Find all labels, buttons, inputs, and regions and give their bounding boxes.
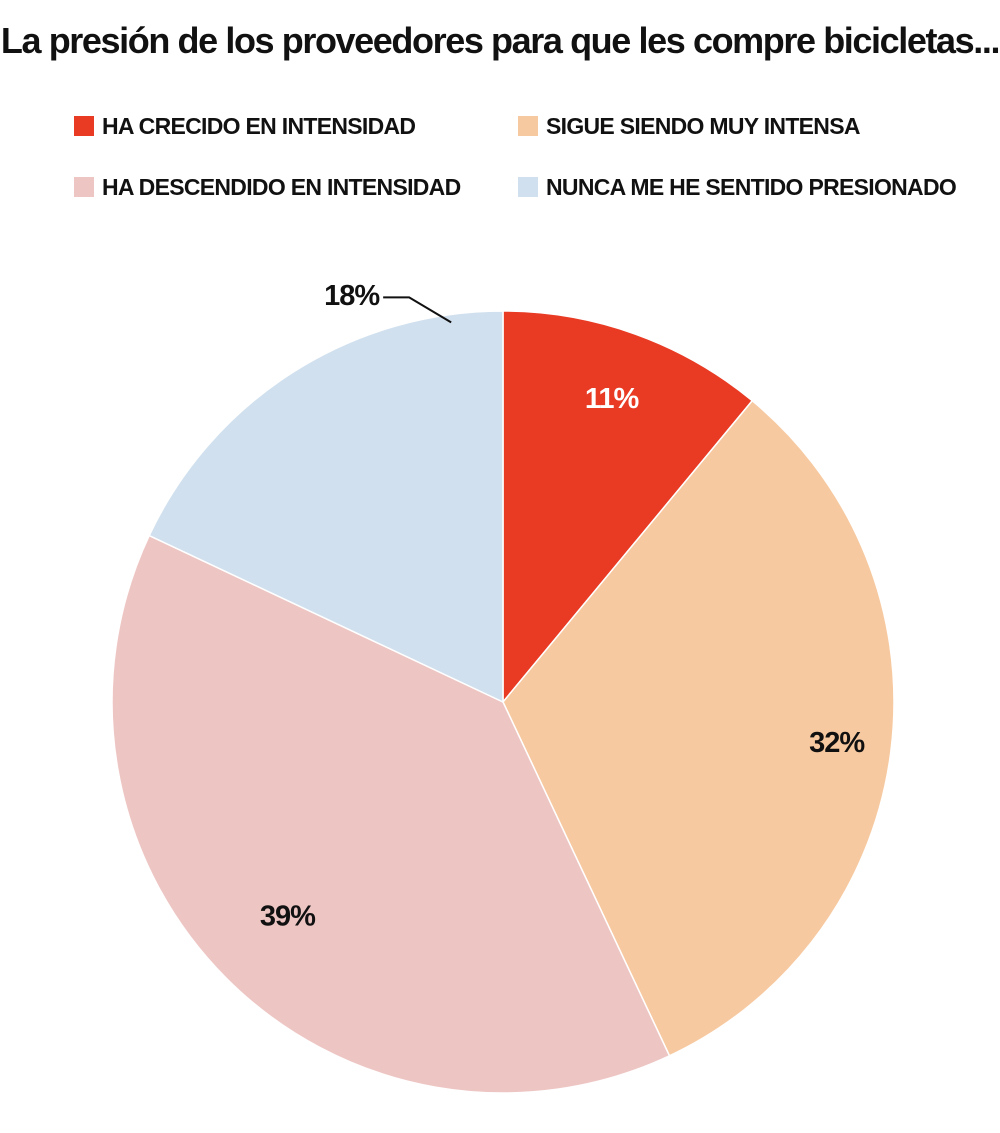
slice-label-crecido: 11% xyxy=(585,383,640,415)
legend-label-sigue: SIGUE SIENDO MUY INTENSA xyxy=(546,112,860,139)
legend-label-crecido: HA CRECIDO EN INTENSIDAD xyxy=(102,112,416,139)
legend-label-descendido: HA DESCENDIDO EN INTENSIDAD xyxy=(102,173,461,200)
legend-item-descendido: HA DESCENDIDO EN INTENSIDAD xyxy=(74,172,461,202)
legend-swatch-descendido xyxy=(74,177,94,197)
legend-item-nunca: NUNCA ME HE SENTIDO PRESIONADO xyxy=(518,172,957,202)
legend-swatch-sigue xyxy=(518,116,538,136)
pie-slice-sigue xyxy=(502,399,895,1057)
leader-line-nunca xyxy=(383,296,452,324)
slice-label-sigue: 32% xyxy=(809,727,865,759)
slice-label-nunca: 18% xyxy=(324,280,380,312)
legend-label-nunca: NUNCA ME HE SENTIDO PRESIONADO xyxy=(546,173,957,200)
slice-label-descendido: 39% xyxy=(260,900,316,932)
legend-item-crecido: HA CRECIDO EN INTENSIDAD xyxy=(74,111,416,141)
pie-slice-nunca xyxy=(148,310,504,704)
chart-title: La presión de los proveedores para que l… xyxy=(0,20,1000,61)
legend-swatch-nunca xyxy=(518,177,538,197)
pie-slice-crecido xyxy=(502,310,754,705)
legend-item-sigue: SIGUE SIENDO MUY INTENSA xyxy=(518,111,860,141)
legend-swatch-crecido xyxy=(74,116,94,136)
pie-slice-descendido xyxy=(111,534,671,1094)
